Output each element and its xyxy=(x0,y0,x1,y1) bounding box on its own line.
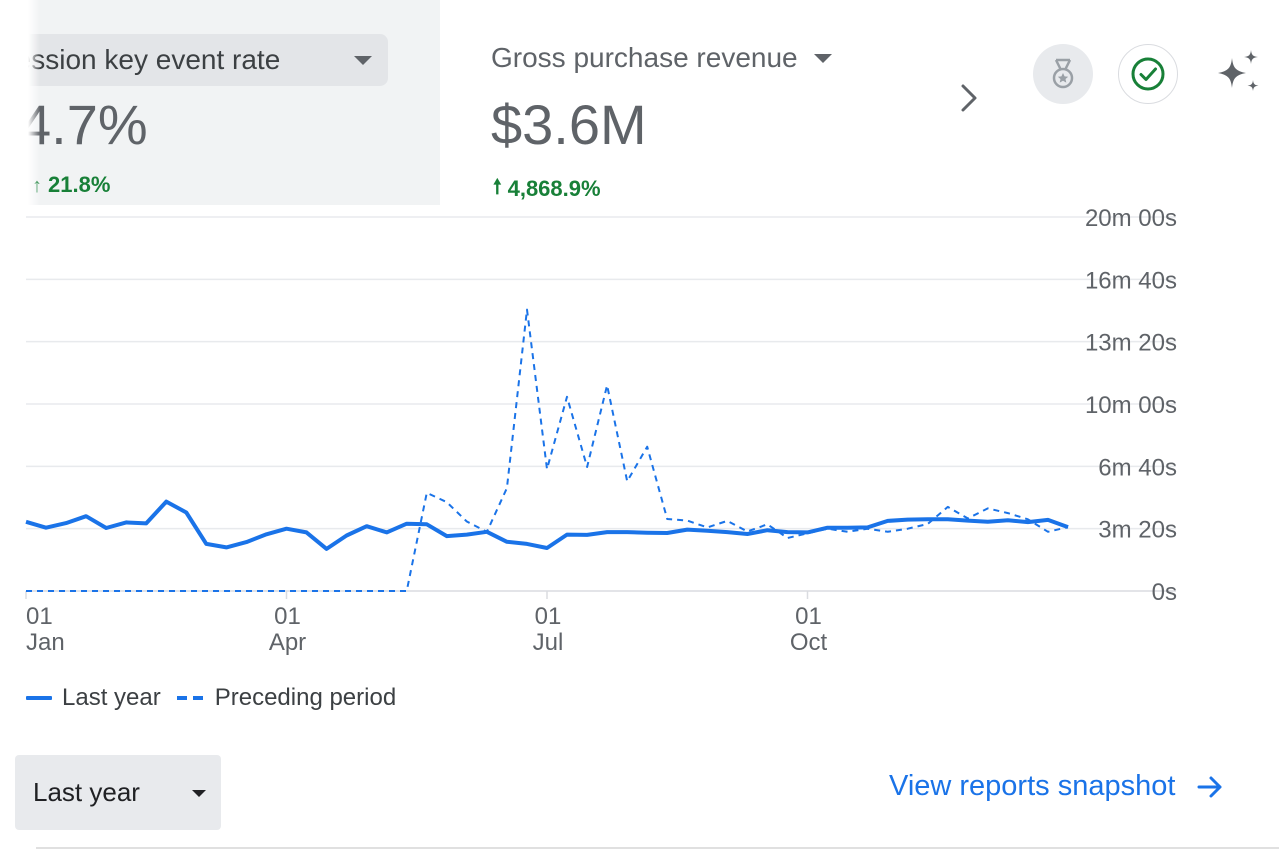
caret-down-icon xyxy=(192,790,206,797)
caret-down-icon xyxy=(354,56,372,65)
metric-card-session-key-event-rate[interactable]: Session key event rate 4.7% ↑21.8% xyxy=(0,0,440,205)
card-edge-fade xyxy=(0,0,40,205)
x-tick-label-month: Oct xyxy=(790,629,828,656)
x-tick-label-day: 01 xyxy=(795,603,822,630)
bottom-divider xyxy=(36,847,1279,849)
y-tick-label: 6m 40s xyxy=(1098,454,1177,481)
metric-2-change: 🠕 4,868.9% xyxy=(493,172,601,206)
legend-preceding-period: Preceding period xyxy=(214,684,397,711)
legend-dashed-line-icon xyxy=(176,696,203,700)
chevron-right-icon[interactable] xyxy=(950,78,990,118)
metric-2-change-value: 4,868.9% xyxy=(507,176,601,201)
metric-1-change: ↑21.8% xyxy=(32,172,110,198)
caret-down-icon xyxy=(813,53,832,63)
x-tick-label-day: 01 xyxy=(26,603,53,630)
metric-1-change-value: 21.8% xyxy=(48,172,111,197)
y-tick-label: 13m 20s xyxy=(1085,330,1177,357)
view-reports-snapshot-label: View reports snapshot xyxy=(889,770,1176,802)
date-range-value: Last year xyxy=(33,777,140,807)
y-tick-label: 0s xyxy=(1152,579,1177,606)
y-tick-label: 16m 40s xyxy=(1085,267,1177,294)
sparkle-button[interactable] xyxy=(1208,44,1268,104)
series-line-last-year xyxy=(25,499,1069,551)
check-circle-button[interactable] xyxy=(1118,44,1178,104)
x-tick-label-month: Apr xyxy=(269,629,306,656)
x-tick-label-month: Jul xyxy=(533,629,564,656)
line-chart: 0s 3m 20s 6m 40s 10m 00s 13m 20s 16m 40s 20m 0… xyxy=(25,205,1177,656)
arrow-right-icon xyxy=(1197,776,1222,797)
y-tick-label: 20m 00s xyxy=(1085,205,1177,232)
x-tick-label-day: 01 xyxy=(274,603,301,630)
check-circle-icon xyxy=(1131,57,1165,91)
view-reports-snapshot-link[interactable]: View reports snapshot xyxy=(889,770,1223,803)
date-range-select[interactable]: Last year xyxy=(15,755,221,830)
x-tick-label-month: Jan xyxy=(26,629,65,656)
medal-icon xyxy=(1052,58,1074,89)
legend-last-year: Last year xyxy=(62,684,161,711)
chart-legend: Last year Preceding period xyxy=(26,684,396,712)
legend-solid-line-icon xyxy=(26,696,52,700)
metric-1-selector[interactable]: Session key event rate xyxy=(6,34,388,86)
y-tick-label: 3m 20s xyxy=(1098,517,1177,544)
sparkle-icon xyxy=(1218,50,1259,91)
y-tick-label: 10m 00s xyxy=(1085,392,1177,419)
metric-2-selector[interactable]: Gross purchase revenue xyxy=(491,42,832,74)
metric-1-label: Session key event rate xyxy=(6,44,281,75)
medal-button[interactable] xyxy=(1033,44,1093,104)
x-tick-label-day: 01 xyxy=(535,603,562,630)
arrow-up-icon: 🠕 xyxy=(493,176,502,198)
metric-2-label: Gross purchase revenue xyxy=(491,42,798,73)
metric-2-value: $3.6M xyxy=(491,93,647,156)
metric-1-value: 4.7% xyxy=(20,93,148,156)
